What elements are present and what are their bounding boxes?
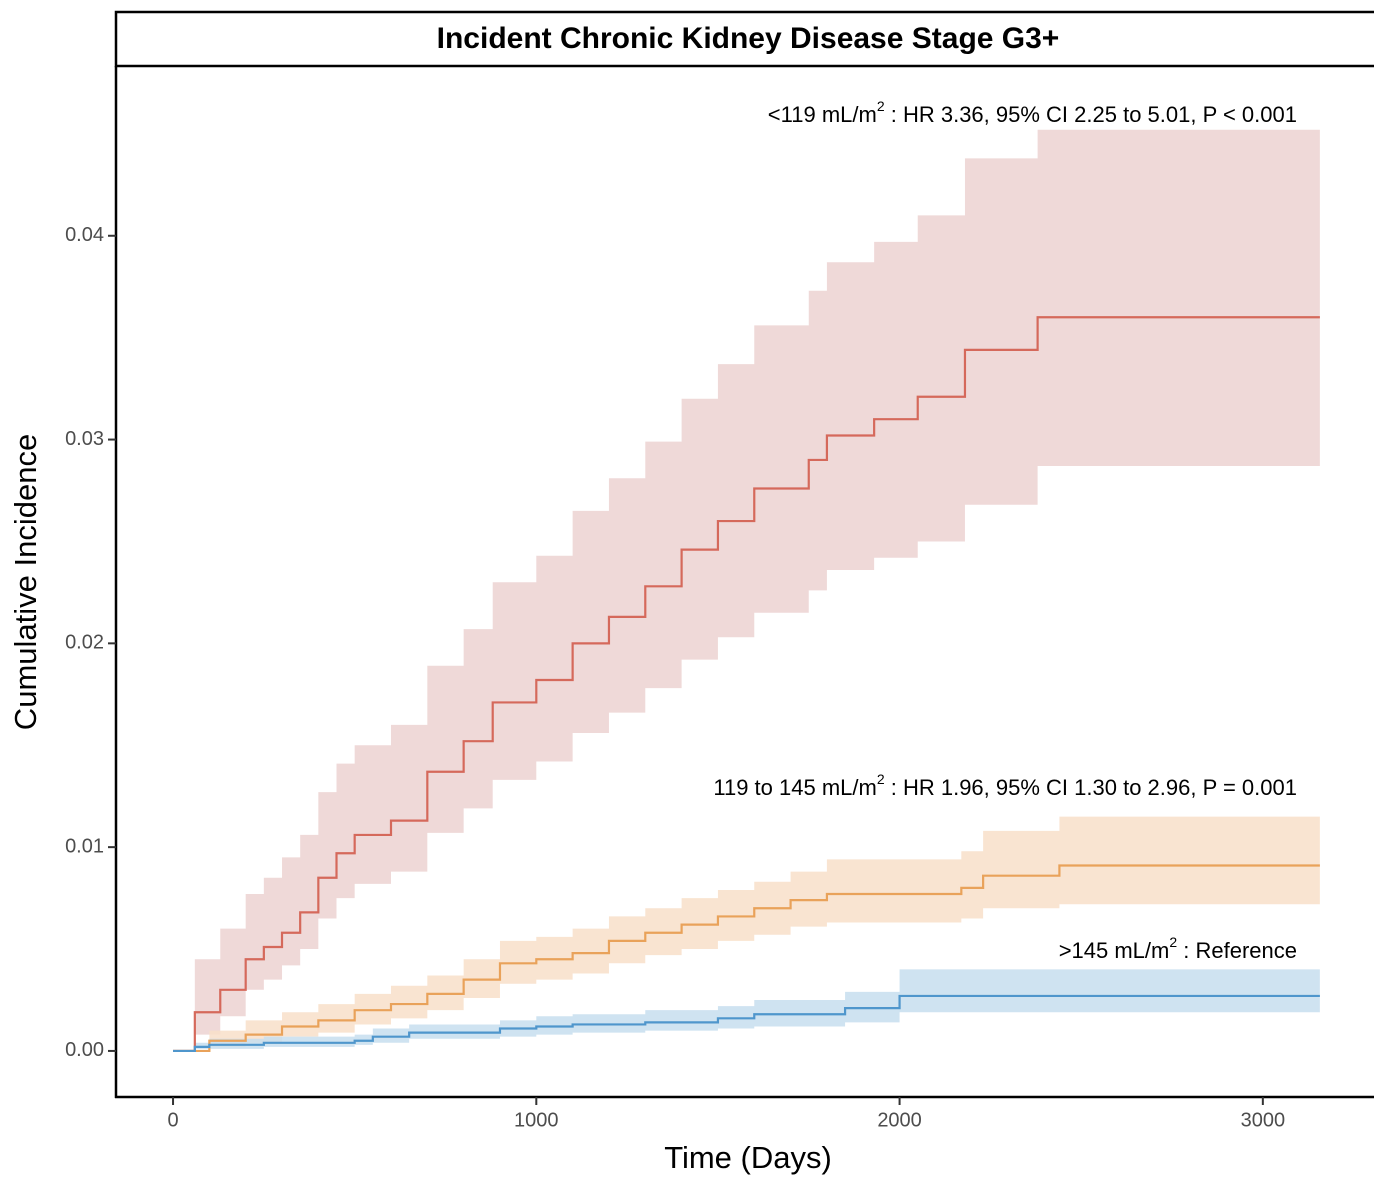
annotation-text: : HR 1.96, 95% CI 1.30 to 2.96, P = 0.00… <box>885 775 1297 800</box>
annotation: <119 mL/m2 : HR 3.36, 95% CI 2.25 to 5.0… <box>768 98 1297 127</box>
incidence-line <box>173 994 1320 1053</box>
plot-area <box>173 129 1320 1053</box>
y-tick-label: 0.04 <box>65 224 104 246</box>
incidence-line <box>173 864 1320 1053</box>
annotation: >145 mL/m2 : Reference <box>1059 934 1297 963</box>
title-strip <box>114 10 1374 68</box>
x-tick-label: 0 <box>167 1109 178 1131</box>
y-tick-label: 0.01 <box>65 835 104 857</box>
annotation-sup: 2 <box>1169 934 1177 950</box>
confidence-band <box>173 129 1320 1051</box>
annotation-text: <119 mL/m <box>768 102 877 127</box>
chart-title: Incident Chronic Kidney Disease Stage G3… <box>437 22 1060 55</box>
annotation: 119 to 145 mL/m2 : HR 1.96, 95% CI 1.30 … <box>713 771 1297 800</box>
annotation-sup: 2 <box>877 771 885 787</box>
y-axis-title: Cumulative Incidence <box>8 434 43 730</box>
annotation-text: 119 to 145 mL/m <box>713 775 876 800</box>
x-tick-label: 2000 <box>877 1109 922 1131</box>
x-tick-label: 3000 <box>1241 1109 1286 1131</box>
annotation-text: : Reference <box>1177 938 1297 963</box>
y-tick-label: 0.03 <box>65 428 104 450</box>
annotation-text: : HR 3.36, 95% CI 2.25 to 5.01, P < 0.00… <box>885 102 1297 127</box>
annotation-text: >145 mL/m <box>1059 938 1170 963</box>
annotation-sup: 2 <box>877 98 885 114</box>
confidence-band <box>173 969 1320 1051</box>
incidence-line <box>173 316 1320 1053</box>
y-tick-label: 0.02 <box>65 632 104 654</box>
x-tick-label: 1000 <box>514 1109 559 1131</box>
y-tick-label: 0.00 <box>65 1039 104 1061</box>
x-axis-title: Time (Days) <box>664 1140 832 1175</box>
